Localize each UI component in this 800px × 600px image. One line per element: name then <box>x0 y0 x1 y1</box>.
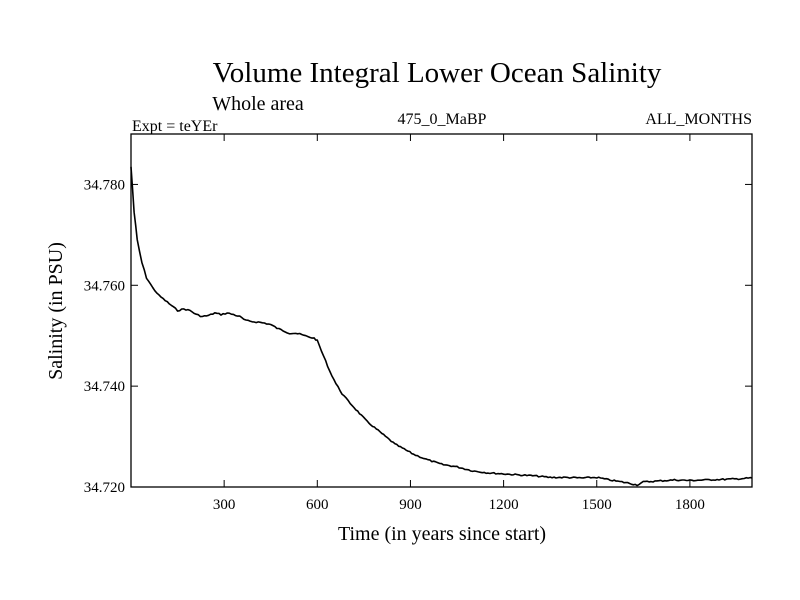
x-tick-label: 1200 <box>489 497 519 513</box>
chart-title: Volume Integral Lower Ocean Salinity <box>213 57 662 89</box>
plot-frame <box>130 133 753 488</box>
x-axis-label: Time (in years since start) <box>338 523 546 545</box>
salinity-series-line <box>130 166 753 487</box>
y-axis: 34.720 34.740 34.760 34.780 <box>84 177 752 496</box>
x-tick-label: 900 <box>399 497 422 513</box>
x-tick-label: 600 <box>306 497 329 513</box>
x-tick-label: 1800 <box>675 497 705 513</box>
x-tick-label: 1500 <box>582 497 612 513</box>
period-label: 475_0_MaBP <box>398 111 487 128</box>
y-tick-label: 34.740 <box>84 379 125 395</box>
y-tick-label: 34.760 <box>84 278 125 294</box>
experiment-label: Expt = teYEr <box>132 118 218 135</box>
x-axis: 300 600 900 1200 1500 1800 <box>213 134 705 513</box>
x-tick-label: 300 <box>213 497 236 513</box>
months-label: ALL_MONTHS <box>645 111 752 128</box>
y-tick-label: 34.720 <box>84 480 125 496</box>
y-axis-label: Salinity (in PSU) <box>45 242 67 380</box>
chart-subtitle: Whole area <box>212 93 304 115</box>
y-tick-label: 34.780 <box>84 177 125 193</box>
